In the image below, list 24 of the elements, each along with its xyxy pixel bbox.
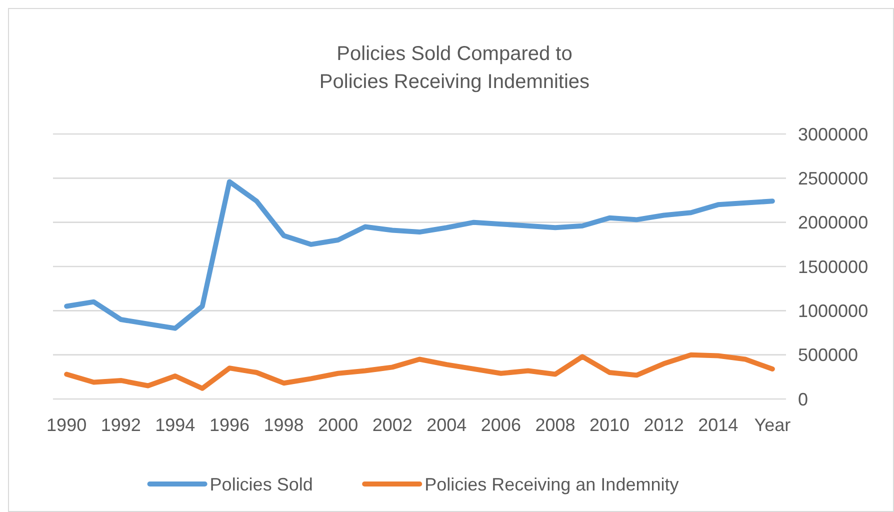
- x-axis-title: Year: [754, 415, 791, 435]
- x-tick-label: 2006: [480, 415, 521, 435]
- y-tick-label: 2500000: [798, 168, 868, 188]
- x-tick-label: 2008: [535, 415, 576, 435]
- x-tick-label: 2004: [426, 415, 467, 435]
- x-tick-label: 1990: [46, 415, 87, 435]
- x-tick-label: 2010: [590, 415, 630, 435]
- y-tick-label: 1000000: [798, 300, 868, 321]
- y-tick-label: 500000: [798, 345, 858, 366]
- x-tick-label: 2014: [698, 415, 738, 435]
- y-tick-label: 0: [798, 389, 808, 410]
- y-tick-label: 3000000: [798, 124, 868, 144]
- x-tick-label: 2002: [372, 415, 412, 435]
- x-tick-label: 1994: [155, 415, 196, 435]
- x-tick-label: 1998: [264, 415, 304, 435]
- x-tick-label: 1996: [209, 415, 250, 435]
- y-tick-label: 2000000: [798, 212, 868, 233]
- y-tick-label: 1500000: [798, 256, 868, 277]
- x-tick-label: 2000: [318, 415, 358, 435]
- x-tick-label: 1992: [100, 415, 141, 435]
- x-tick-label: 2012: [644, 415, 684, 435]
- legend-label: Policies Receiving an Indemnity: [424, 474, 679, 494]
- chart-title: Policies Sold Compared to Policies Receiving Indemnities: [319, 43, 590, 93]
- legend-label: Policies Sold: [210, 474, 313, 494]
